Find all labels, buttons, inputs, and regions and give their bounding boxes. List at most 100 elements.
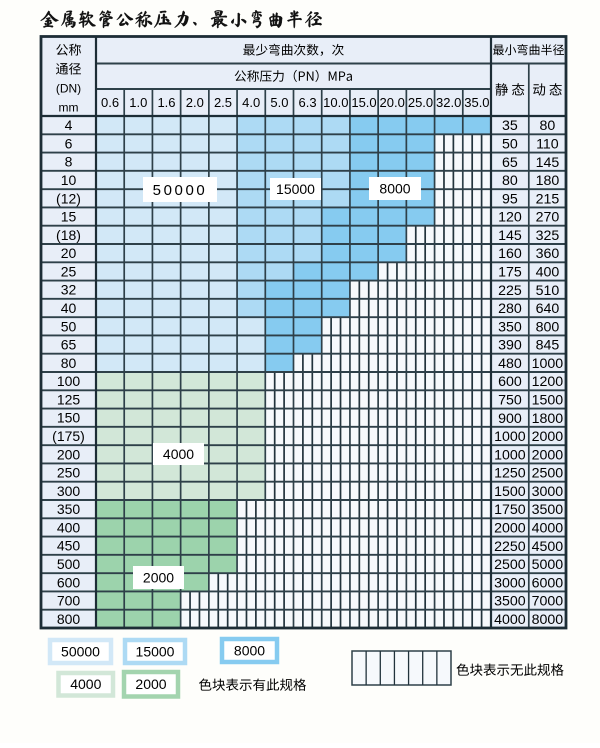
svg-text:3000: 3000	[494, 575, 526, 591]
svg-text:1000: 1000	[532, 356, 564, 372]
svg-text:600: 600	[57, 574, 81, 590]
svg-text:4.0: 4.0	[242, 95, 260, 110]
svg-text:25.0: 25.0	[408, 95, 433, 110]
svg-text:20: 20	[61, 245, 77, 261]
svg-text:900: 900	[498, 411, 522, 427]
svg-text:120: 120	[498, 210, 522, 226]
svg-text:350: 350	[498, 319, 522, 335]
svg-text:600: 600	[498, 374, 522, 390]
svg-text:(175): (175)	[52, 428, 85, 444]
svg-text:1000: 1000	[494, 447, 526, 463]
svg-text:1750: 1750	[494, 502, 526, 518]
svg-text:6.3: 6.3	[299, 95, 317, 110]
svg-text:10.0: 10.0	[323, 95, 348, 110]
svg-text:250: 250	[57, 465, 81, 481]
svg-text:15.0: 15.0	[351, 95, 376, 110]
svg-text:390: 390	[498, 338, 522, 354]
svg-text:5000: 5000	[532, 557, 564, 573]
svg-text:65: 65	[502, 155, 518, 171]
svg-text:8: 8	[65, 154, 73, 170]
svg-text:50: 50	[502, 137, 518, 153]
svg-text:1200: 1200	[532, 374, 564, 390]
svg-text:1.0: 1.0	[129, 95, 147, 110]
svg-text:80: 80	[502, 173, 518, 189]
svg-text:1500: 1500	[494, 484, 526, 500]
svg-text:(18): (18)	[56, 227, 81, 243]
svg-text:750: 750	[498, 393, 522, 409]
svg-text:175: 175	[498, 265, 522, 281]
svg-text:50000: 50000	[153, 182, 208, 199]
svg-text:360: 360	[536, 246, 560, 262]
svg-text:2.5: 2.5	[214, 95, 232, 110]
svg-text:4000: 4000	[494, 612, 526, 628]
svg-text:4: 4	[65, 117, 73, 133]
svg-text:32: 32	[61, 282, 77, 298]
svg-text:145: 145	[498, 228, 522, 244]
svg-text:4500: 4500	[532, 539, 564, 555]
svg-text:2500: 2500	[494, 557, 526, 573]
svg-text:510: 510	[536, 283, 560, 299]
svg-text:7000: 7000	[532, 594, 564, 610]
svg-text:700: 700	[57, 593, 81, 609]
svg-text:35: 35	[502, 118, 518, 134]
svg-text:15: 15	[61, 209, 77, 225]
svg-text:845: 845	[536, 338, 560, 354]
svg-text:4000: 4000	[532, 521, 564, 537]
svg-text:32.0: 32.0	[436, 95, 461, 110]
svg-text:(DN): (DN)	[56, 81, 81, 95]
svg-text:110: 110	[536, 137, 559, 153]
svg-text:(12): (12)	[56, 190, 81, 206]
svg-text:6: 6	[65, 135, 73, 151]
svg-text:0.6: 0.6	[101, 95, 119, 110]
svg-text:65: 65	[61, 337, 77, 353]
svg-text:200: 200	[57, 446, 81, 462]
svg-text:480: 480	[498, 356, 522, 372]
svg-text:270: 270	[536, 210, 560, 226]
svg-text:1500: 1500	[532, 393, 564, 409]
svg-text:2000: 2000	[532, 447, 564, 463]
svg-text:325: 325	[536, 228, 560, 244]
svg-text:215: 215	[536, 191, 560, 207]
svg-text:10: 10	[61, 172, 77, 188]
svg-text:160: 160	[498, 246, 522, 262]
svg-text:8000: 8000	[234, 643, 265, 659]
svg-text:2500: 2500	[532, 466, 564, 482]
svg-text:2000: 2000	[494, 521, 526, 537]
svg-text:80: 80	[61, 355, 77, 371]
svg-text:25: 25	[61, 263, 77, 279]
svg-text:50: 50	[61, 318, 77, 334]
svg-text:350: 350	[57, 501, 81, 517]
svg-text:15000: 15000	[136, 644, 175, 660]
svg-text:400: 400	[536, 265, 560, 281]
svg-text:145: 145	[536, 155, 560, 171]
svg-text:225: 225	[498, 283, 522, 299]
svg-text:15000: 15000	[276, 181, 315, 197]
svg-text:3500: 3500	[532, 502, 564, 518]
svg-text:2.0: 2.0	[186, 95, 204, 110]
svg-text:20.0: 20.0	[380, 95, 405, 110]
svg-text:1.6: 1.6	[157, 95, 175, 110]
svg-text:280: 280	[498, 301, 522, 317]
svg-text:2250: 2250	[494, 539, 526, 555]
svg-text:800: 800	[536, 319, 560, 335]
svg-text:80: 80	[540, 118, 556, 134]
svg-text:180: 180	[536, 173, 560, 189]
svg-text:125: 125	[57, 391, 81, 407]
svg-text:40: 40	[61, 300, 77, 316]
svg-text:1000: 1000	[494, 429, 526, 445]
svg-text:3500: 3500	[494, 594, 526, 610]
svg-text:4000: 4000	[163, 446, 194, 462]
svg-text:2000: 2000	[143, 570, 174, 586]
svg-text:2000: 2000	[532, 429, 564, 445]
svg-text:1250: 1250	[494, 466, 526, 482]
svg-text:640: 640	[536, 301, 560, 317]
svg-text:450: 450	[57, 538, 81, 554]
svg-text:50000: 50000	[61, 644, 100, 660]
svg-text:150: 150	[57, 410, 81, 426]
svg-text:500: 500	[57, 556, 81, 572]
svg-text:300: 300	[57, 483, 81, 499]
svg-text:1800: 1800	[532, 411, 564, 427]
svg-text:8000: 8000	[532, 612, 564, 628]
svg-text:100: 100	[57, 373, 81, 389]
svg-text:5.0: 5.0	[270, 95, 288, 110]
